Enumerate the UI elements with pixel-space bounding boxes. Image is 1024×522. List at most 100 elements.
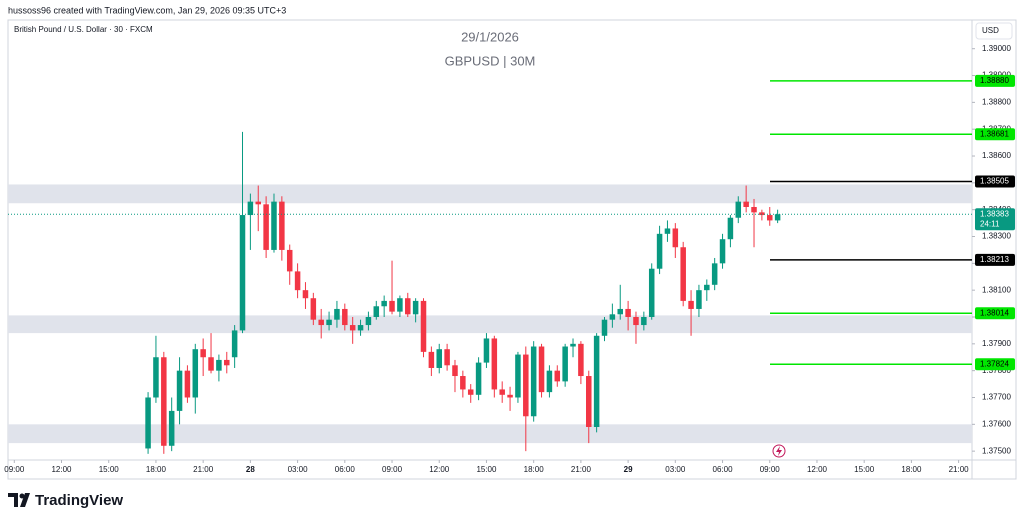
x-tick-label: 09:00 [760,465,781,474]
countdown: 24:11 [980,219,1000,228]
zone [8,424,972,444]
candle [310,292,317,326]
candle [609,303,616,328]
level-label-box [975,128,1015,141]
x-tick-label: 18:00 [146,465,167,474]
x-tick-label: 03:00 [665,465,686,474]
candle-body [153,357,159,398]
candle-body [271,201,277,250]
candle-body [436,349,442,368]
candle [601,317,608,342]
candle [523,346,529,452]
candle-body [727,217,734,240]
x-tick-label: 21:00 [571,465,592,474]
candle [735,196,742,224]
currency-box[interactable] [975,22,1013,40]
candle-body [460,376,466,390]
y-tick-label: 1.37800 [982,366,1011,375]
logo[interactable]: TradingView [8,492,123,509]
candle-body [483,338,490,363]
candle-body [200,349,206,358]
candle-body [208,357,214,371]
alert-icon[interactable] [772,444,786,458]
candle-body [286,249,293,272]
candle-body [767,215,773,221]
candle [475,357,482,401]
candle [255,185,262,232]
candle [578,341,584,385]
candle-body [389,300,395,312]
x-tick-label: 12:00 [429,465,450,474]
watermark-date: 29/1/2026 [461,29,519,44]
y-tick-label: 1.38100 [982,285,1011,294]
level-label: 1.38213 [980,255,1009,264]
candle-body [617,308,623,315]
candle-body [570,343,576,347]
candle [727,215,734,248]
candle-body [688,300,694,309]
currency[interactable]: USD [982,26,999,35]
candle-body [696,290,702,309]
candle-body [192,349,199,398]
y-tick-label: 1.38800 [982,97,1011,106]
candle-body [428,351,435,368]
candle-body [318,319,324,326]
candle [412,298,419,323]
candle [751,198,757,248]
level-label: 1.38681 [980,129,1009,138]
x-tick-label: 29 [624,465,633,474]
x-tick-label: 09:00 [4,465,25,474]
candle [294,263,301,299]
candle [263,196,269,258]
candle [271,193,277,253]
candle-body [601,319,608,336]
level-label-box [975,358,1015,371]
candle [436,343,442,374]
last-price-label: 1.38383 [980,209,1009,218]
candle [562,343,568,387]
candle-body [711,263,718,285]
x-tick-label: 21:00 [193,465,214,474]
candle [719,233,726,269]
x-tick-label: 09:00 [382,465,403,474]
candle [633,311,639,344]
candle [593,333,600,433]
candle-body [145,397,151,449]
x-tick-label: 15:00 [476,465,497,474]
candle [153,335,159,403]
candle-body [593,335,600,427]
candle [538,343,545,398]
candle-body [507,394,513,398]
candle [648,263,655,320]
candle-body [499,389,505,395]
candle-body [357,325,364,331]
candle-body [224,359,230,366]
candle [546,365,553,398]
candle-body [523,354,529,417]
candle-body [743,201,749,207]
x-tick-label: 06:00 [713,465,734,474]
logo-text[interactable]: TradingView [35,492,123,509]
candle-body [263,204,269,250]
candle [318,308,324,339]
candle [168,397,175,452]
candle-body [349,325,356,331]
candle [625,300,631,331]
candle-body [381,300,387,307]
candle [507,386,513,411]
candle-body [641,317,647,326]
candle-body [719,239,726,264]
candle-body [586,376,592,427]
x-tick-label: 12:00 [807,465,828,474]
candle [405,292,411,317]
candle [491,335,498,398]
level-label-box [975,175,1015,188]
candle-body [326,319,332,326]
candle [357,319,364,336]
candle [365,311,372,331]
candle [774,209,781,224]
candle-body [648,268,655,317]
candle [680,241,686,307]
candle-body [444,349,450,366]
